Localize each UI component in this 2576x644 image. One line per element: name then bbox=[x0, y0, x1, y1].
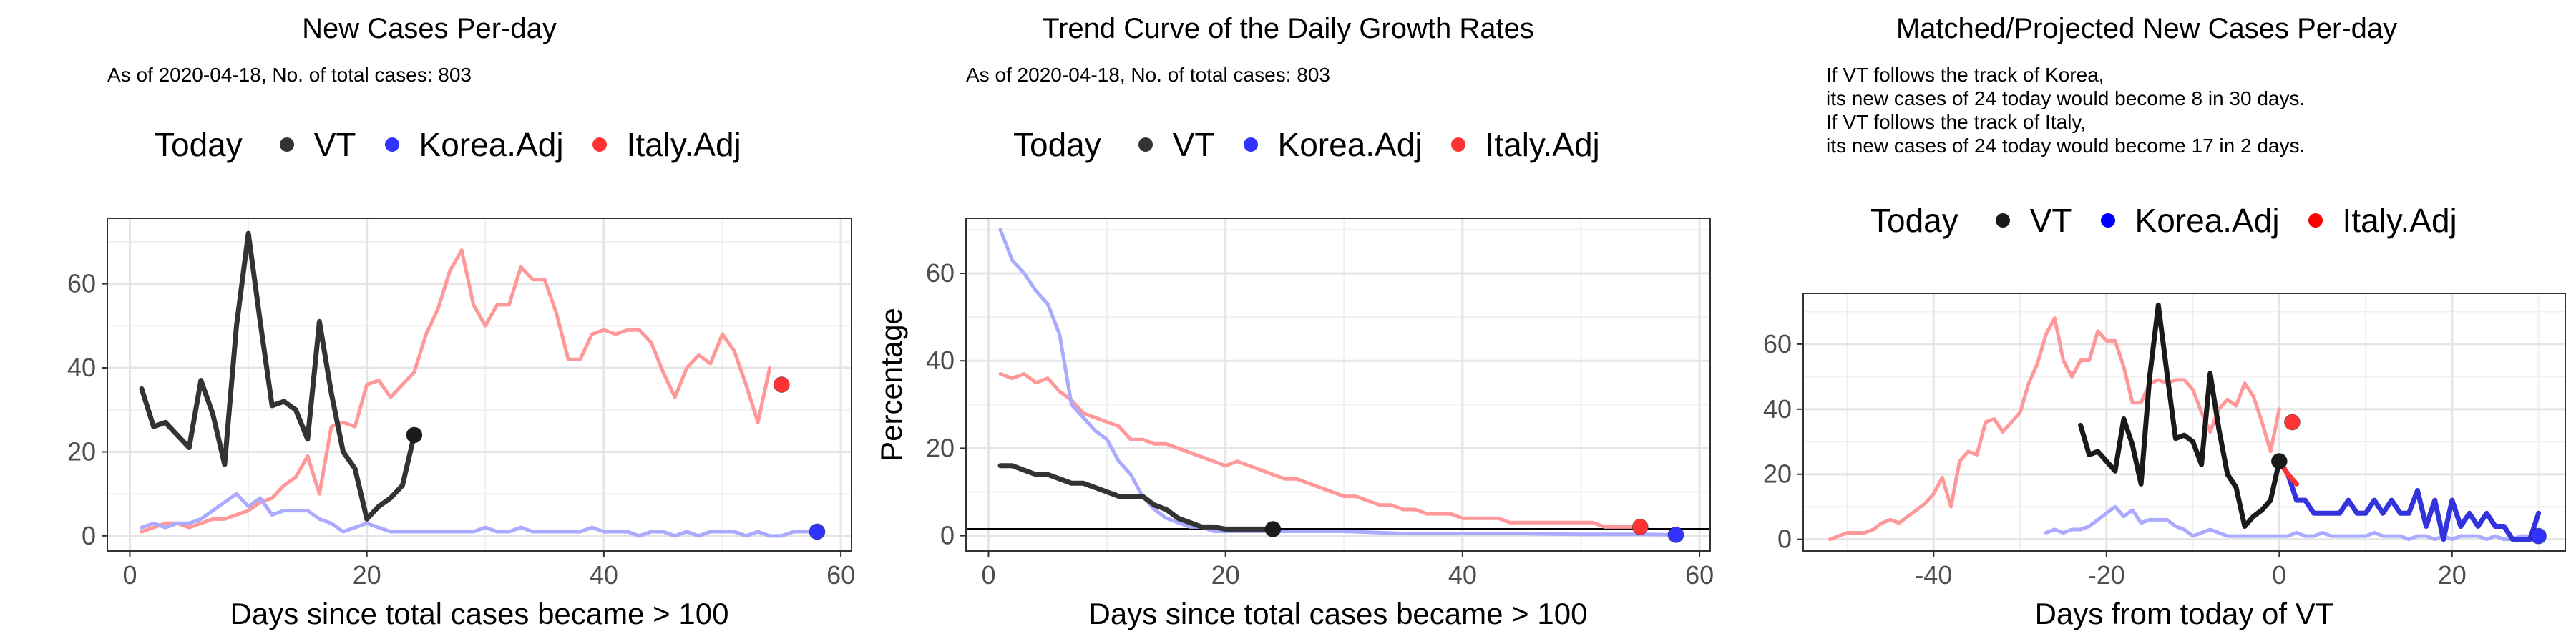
x-tick-label: 40 bbox=[590, 560, 618, 590]
legend-title: Today bbox=[1013, 126, 1101, 163]
plot-border bbox=[1802, 293, 2566, 552]
legend-item-italy: Italy.Adj bbox=[592, 125, 741, 164]
y-tick-label: 20 bbox=[1763, 459, 1792, 489]
legend-label-vt: VT bbox=[313, 126, 356, 163]
x-tick-label: 20 bbox=[1211, 560, 1240, 590]
legend-marker-italy bbox=[592, 137, 607, 152]
legend-label-vt: VT bbox=[1172, 126, 1215, 163]
x-tick-label: 0 bbox=[2272, 560, 2286, 590]
legend-label-korea: Korea.Adj bbox=[2135, 202, 2280, 239]
legend-label-vt: VT bbox=[2029, 202, 2072, 239]
y-tick-label: 40 bbox=[926, 346, 955, 375]
series-line-vt bbox=[2078, 302, 2282, 529]
chart-title: Matched/Projected New Cases Per-day bbox=[1896, 13, 2398, 44]
series-line-korea-adj bbox=[998, 228, 1678, 537]
x-tick-label: 20 bbox=[353, 560, 381, 590]
x-tick-label: -40 bbox=[1915, 560, 1952, 590]
chart-title: Trend Curve of the Daily Growth Rates bbox=[1042, 13, 1534, 44]
panel-matched-projected: Matched/Projected New Cases Per-day If V… bbox=[1717, 0, 2576, 644]
today-point-korea-adj bbox=[1667, 526, 1684, 543]
y-tick-label: 20 bbox=[926, 433, 955, 462]
panel-new-cases: New Cases Per-day As of 2020-04-18, No. … bbox=[0, 0, 859, 644]
legend-item-korea: Korea.Adj bbox=[2100, 201, 2280, 240]
x-tick-label: 60 bbox=[826, 560, 855, 590]
legend-title: Today bbox=[1870, 202, 1958, 239]
y-axis-title: Percentage bbox=[874, 308, 908, 462]
series-line-italy-adj bbox=[140, 248, 772, 534]
x-tick-label: 20 bbox=[2438, 560, 2467, 590]
y-tick-label: 60 bbox=[926, 258, 955, 288]
subtitle-line: its new cases of 24 today would become 8… bbox=[1826, 87, 2306, 109]
series-line-vt bbox=[997, 463, 1276, 532]
today-point-italy-adj bbox=[773, 376, 790, 393]
chart-title: New Cases Per-day bbox=[302, 13, 557, 44]
legend: Today VT Korea.Adj Italy.Adj bbox=[155, 123, 754, 166]
subtitle-line: If VT follows the track of Italy, bbox=[1826, 111, 2087, 133]
today-point-vt bbox=[2270, 453, 2288, 470]
legend-label-korea: Korea.Adj bbox=[1277, 126, 1423, 163]
plot-svg: 0 20 40 60 0 20 40 60 Days since total cases bec… bbox=[874, 218, 1714, 630]
panel-growth-rates: Trend Curve of the Daily Growth Rates As… bbox=[859, 0, 1717, 644]
legend-marker-vt bbox=[279, 137, 294, 152]
y-tick-label: 0 bbox=[940, 521, 955, 550]
y-tick-label: 40 bbox=[67, 353, 96, 382]
legend-item-korea: Korea.Adj bbox=[1243, 125, 1423, 164]
series-line-vt bbox=[139, 230, 417, 522]
subtitle-line: its new cases of 24 today would become 1… bbox=[1826, 135, 2306, 157]
y-tick-label: 40 bbox=[1763, 394, 1792, 424]
legend-label-italy: Italy.Adj bbox=[1485, 126, 1600, 163]
legend-marker-italy bbox=[1450, 137, 1465, 152]
y-tick-label: 60 bbox=[67, 269, 96, 298]
legend-item-korea: Korea.Adj bbox=[384, 125, 564, 164]
plot-border bbox=[107, 218, 852, 552]
legend-marker-korea bbox=[2100, 213, 2115, 228]
legend-item-vt: VT bbox=[1995, 201, 2072, 240]
legend-marker-vt bbox=[1995, 213, 2010, 228]
series-line-korea-adj bbox=[2044, 504, 2541, 542]
today-point-italy-adj bbox=[1631, 518, 1649, 535]
chart-subtitle: As of 2020-04-18, No. of total cases: 80… bbox=[107, 64, 472, 86]
legend-label-italy: Italy.Adj bbox=[626, 126, 741, 163]
legend: Today VT Korea.Adj Italy.Adj bbox=[1013, 123, 1613, 166]
plot-svg: 0 20 40 60 0 20 40 60 Days since total cases bec… bbox=[67, 218, 855, 630]
x-axis-title: Days since total cases became > 100 bbox=[1089, 597, 1588, 630]
y-tick-label: 60 bbox=[1763, 329, 1792, 358]
legend-marker-vt bbox=[1138, 137, 1153, 152]
legend-title: Today bbox=[155, 126, 243, 163]
legend: Today VT Korea.Adj Italy.Adj bbox=[1870, 199, 2470, 242]
plot-border bbox=[965, 218, 1711, 552]
x-axis-title: Days since total cases became > 100 bbox=[230, 597, 729, 630]
x-tick-label: 0 bbox=[981, 560, 995, 590]
subtitle-line: If VT follows the track of Korea, bbox=[1826, 64, 2104, 86]
legend-marker-korea bbox=[384, 137, 399, 152]
y-tick-label: 0 bbox=[1777, 525, 1792, 554]
legend-marker-italy bbox=[2308, 213, 2323, 228]
chart-subtitle: As of 2020-04-18, No. of total cases: 80… bbox=[966, 64, 1330, 86]
x-tick-label: 40 bbox=[1448, 560, 1477, 590]
x-axis-title: Days from today of VT bbox=[2035, 597, 2334, 630]
legend-item-vt: VT bbox=[279, 125, 356, 164]
x-tick-label: -20 bbox=[2088, 560, 2125, 590]
chart-subtitle: If VT follows the track of Korea, its ne… bbox=[1826, 63, 2305, 157]
series-line-italy-adj bbox=[998, 372, 1642, 529]
today-point-vt bbox=[1264, 520, 1282, 537]
today-point-italy-adj bbox=[2283, 414, 2301, 431]
legend-item-vt: VT bbox=[1138, 125, 1215, 164]
legend-label-korea: Korea.Adj bbox=[419, 126, 564, 163]
today-point-korea-adj bbox=[809, 523, 826, 540]
x-tick-label: 60 bbox=[1685, 560, 1714, 590]
legend-item-italy: Italy.Adj bbox=[1450, 125, 1600, 164]
series-line-korea-adj-projected bbox=[2276, 459, 2542, 542]
x-tick-label: 0 bbox=[122, 560, 137, 590]
y-tick-label: 0 bbox=[82, 521, 96, 550]
legend-label-italy: Italy.Adj bbox=[2342, 202, 2457, 239]
today-point-korea-adj bbox=[2530, 527, 2547, 545]
y-tick-label: 20 bbox=[67, 436, 96, 466]
today-point-vt bbox=[406, 426, 423, 444]
legend-marker-korea bbox=[1243, 137, 1258, 152]
plot-svg: -40 -20 0 20 0 20 40 60 Days from today of VT bbox=[1763, 293, 2566, 630]
series-line-korea-adj bbox=[140, 492, 819, 538]
legend-item-italy: Italy.Adj bbox=[2308, 201, 2457, 240]
